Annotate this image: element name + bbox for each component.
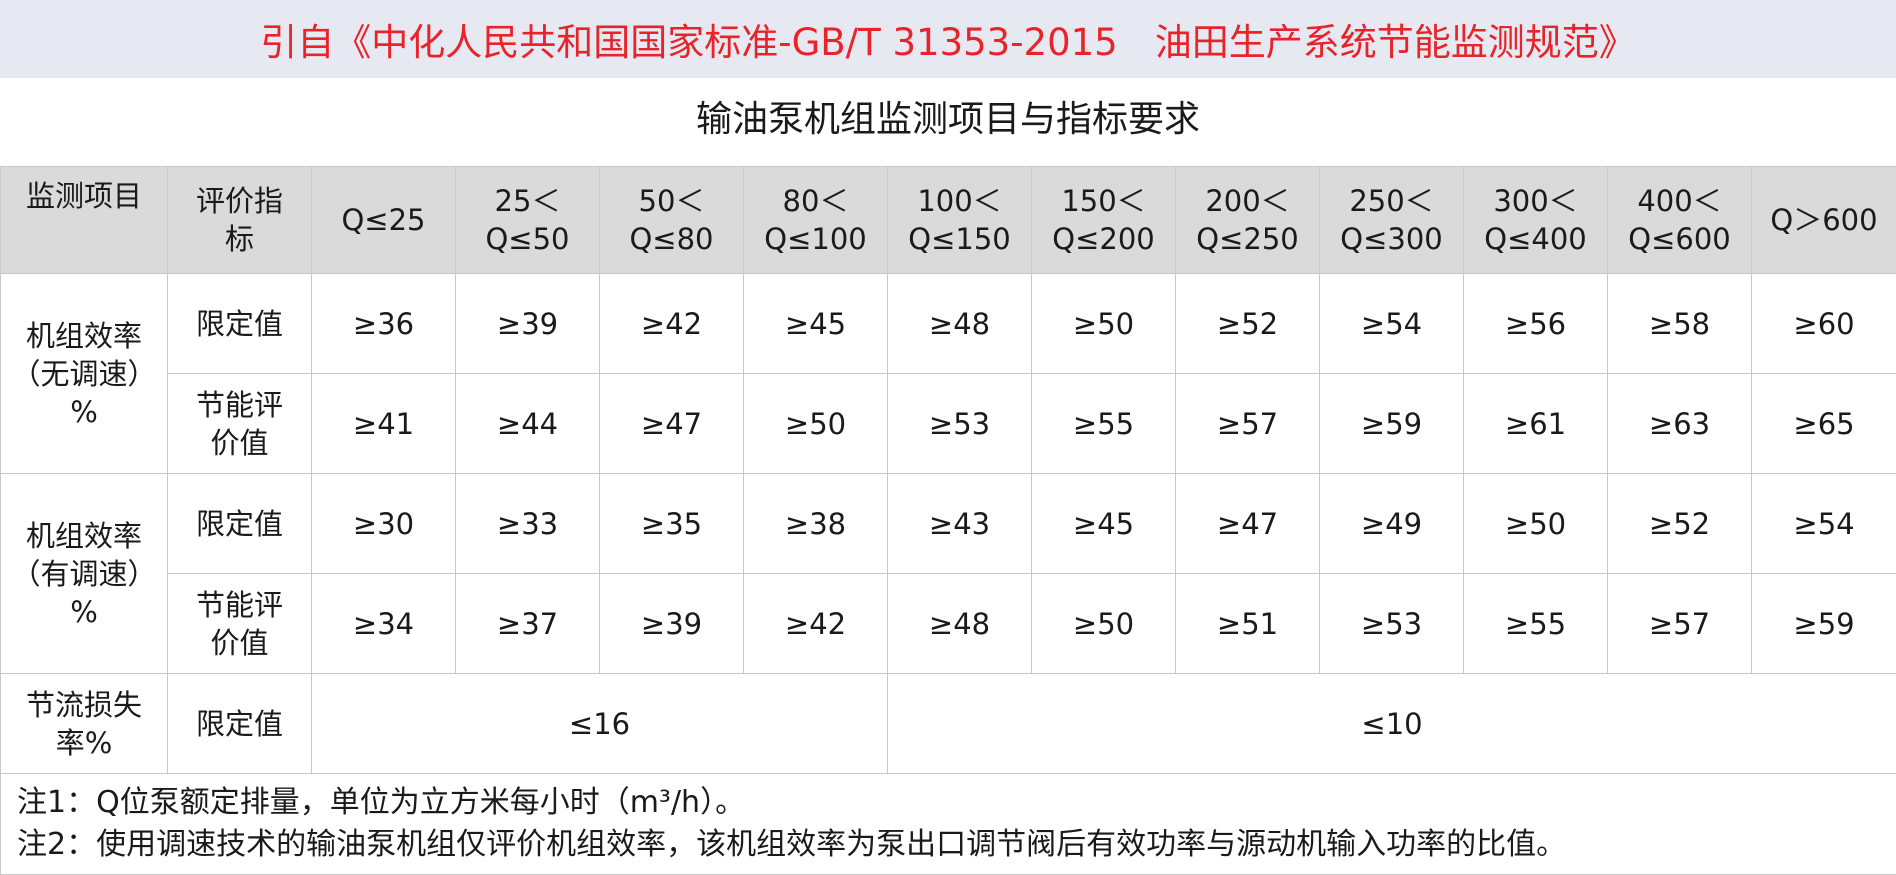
table-title: 输油泵机组监测项目与指标要求 xyxy=(0,92,1896,148)
value-cell: ≥41 xyxy=(312,374,456,474)
standards-table: 监测项目 评价指标 Q≤25 25＜Q≤50 50＜Q≤80 80＜Q≤100 … xyxy=(0,166,1896,875)
value-cell: ≥50 xyxy=(1464,474,1608,574)
group-item-with-speed-control: 机组效率（有调速）% xyxy=(1,474,168,674)
header-range: 100＜Q≤150 xyxy=(888,167,1032,274)
value-cell: ≥47 xyxy=(1176,474,1320,574)
value-cell: ≥45 xyxy=(744,274,888,374)
table-row: 机组效率（有调速）% 限定值 ≥30 ≥33 ≥35 ≥38 ≥43 ≥45 ≥… xyxy=(1,474,1896,574)
value-cell: ≥34 xyxy=(312,574,456,674)
value-cell: ≥54 xyxy=(1320,274,1464,374)
note-1: 注1：Q位泵额定排量，单位为立方米每小时（m³/h）。 xyxy=(17,782,1896,824)
value-cell: ≥56 xyxy=(1464,274,1608,374)
value-cell: ≥57 xyxy=(1608,574,1752,674)
row-indicator: 限定值 xyxy=(168,674,312,774)
value-cell: ≥36 xyxy=(312,274,456,374)
value-cell: ≥48 xyxy=(888,274,1032,374)
value-cell: ≥39 xyxy=(600,574,744,674)
value-cell: ≥42 xyxy=(744,574,888,674)
header-range: Q＞600 xyxy=(1752,167,1896,274)
header-range: 80＜Q≤100 xyxy=(744,167,888,274)
row-indicator: 限定值 xyxy=(168,474,312,574)
row-indicator: 节能评价值 xyxy=(168,374,312,474)
value-cell: ≥58 xyxy=(1608,274,1752,374)
header-range: 200＜Q≤250 xyxy=(1176,167,1320,274)
header-range: 150＜Q≤200 xyxy=(1032,167,1176,274)
row-indicator: 节能评价值 xyxy=(168,574,312,674)
table-row: 节能评价值 ≥34 ≥37 ≥39 ≥42 ≥48 ≥50 ≥51 ≥53 ≥5… xyxy=(1,574,1896,674)
header-range: 300＜Q≤400 xyxy=(1464,167,1608,274)
value-cell: ≥33 xyxy=(456,474,600,574)
value-cell: ≥50 xyxy=(744,374,888,474)
value-cell: ≤10 xyxy=(888,674,1896,774)
value-cell: ≥51 xyxy=(1176,574,1320,674)
value-cell: ≥37 xyxy=(456,574,600,674)
throttle-item: 节流损失率% xyxy=(1,674,168,774)
value-cell: ≥63 xyxy=(1608,374,1752,474)
value-cell: ≥45 xyxy=(1032,474,1176,574)
header-indicator: 评价指标 xyxy=(168,167,312,274)
table-header-row: 监测项目 评价指标 Q≤25 25＜Q≤50 50＜Q≤80 80＜Q≤100 … xyxy=(1,167,1896,274)
header-range: 400＜Q≤600 xyxy=(1608,167,1752,274)
value-cell: ≥55 xyxy=(1464,574,1608,674)
value-cell: ≥44 xyxy=(456,374,600,474)
table-row: 节能评价值 ≥41 ≥44 ≥47 ≥50 ≥53 ≥55 ≥57 ≥59 ≥6… xyxy=(1,374,1896,474)
value-cell: ≥47 xyxy=(600,374,744,474)
value-cell: ≥52 xyxy=(1176,274,1320,374)
value-cell: ≥61 xyxy=(1464,374,1608,474)
value-cell: ≥50 xyxy=(1032,274,1176,374)
value-cell: ≥65 xyxy=(1752,374,1896,474)
row-indicator: 限定值 xyxy=(168,274,312,374)
value-cell: ≥48 xyxy=(888,574,1032,674)
header-range: 50＜Q≤80 xyxy=(600,167,744,274)
source-banner: 引自《中化人民共和国国家标准-GB/T 31353-2015 油田生产系统节能监… xyxy=(0,0,1896,78)
value-cell: ≥59 xyxy=(1752,574,1896,674)
source-banner-text: 引自《中化人民共和国国家标准-GB/T 31353-2015 油田生产系统节能监… xyxy=(260,12,1635,66)
notes-cell: 注1：Q位泵额定排量，单位为立方米每小时（m³/h）。 注2：使用调速技术的输油… xyxy=(1,774,1896,875)
notes-row: 注1：Q位泵额定排量，单位为立方米每小时（m³/h）。 注2：使用调速技术的输油… xyxy=(1,774,1896,875)
value-cell: ≥30 xyxy=(312,474,456,574)
value-cell: ≥38 xyxy=(744,474,888,574)
note-2: 注2：使用调速技术的输油泵机组仅评价机组效率，该机组效率为泵出口调节阀后有效功率… xyxy=(17,824,1896,866)
header-range: 25＜Q≤50 xyxy=(456,167,600,274)
header-range: 250＜Q≤300 xyxy=(1320,167,1464,274)
value-cell: ≥55 xyxy=(1032,374,1176,474)
table-row: 节流损失率% 限定值 ≤16 ≤10 xyxy=(1,674,1896,774)
group-item-no-speed-control: 机组效率（无调速）% xyxy=(1,274,168,474)
value-cell: ≤16 xyxy=(312,674,888,774)
value-cell: ≥59 xyxy=(1320,374,1464,474)
value-cell: ≥50 xyxy=(1032,574,1176,674)
value-cell: ≥57 xyxy=(1176,374,1320,474)
value-cell: ≥52 xyxy=(1608,474,1752,574)
value-cell: ≥53 xyxy=(1320,574,1464,674)
value-cell: ≥35 xyxy=(600,474,744,574)
table-row: 机组效率（无调速）% 限定值 ≥36 ≥39 ≥42 ≥45 ≥48 ≥50 ≥… xyxy=(1,274,1896,374)
value-cell: ≥42 xyxy=(600,274,744,374)
value-cell: ≥39 xyxy=(456,274,600,374)
value-cell: ≥54 xyxy=(1752,474,1896,574)
value-cell: ≥49 xyxy=(1320,474,1464,574)
header-item: 监测项目 xyxy=(1,167,168,274)
value-cell: ≥53 xyxy=(888,374,1032,474)
value-cell: ≥60 xyxy=(1752,274,1896,374)
value-cell: ≥43 xyxy=(888,474,1032,574)
header-range: Q≤25 xyxy=(312,167,456,274)
